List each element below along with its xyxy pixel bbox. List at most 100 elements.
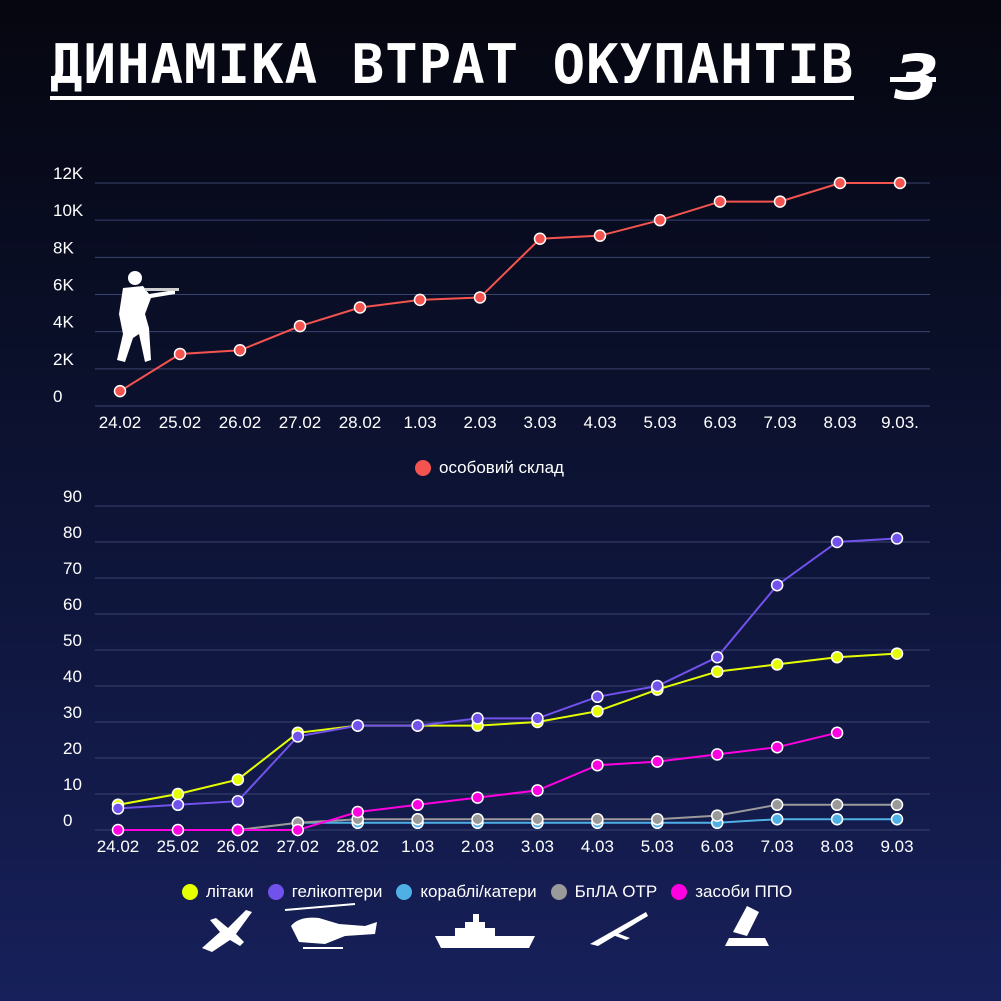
equipment-series-4-point <box>770 740 784 754</box>
personnel-x-tick-label: 28.02 <box>339 413 382 432</box>
legend-dot-air-defense <box>671 884 688 900</box>
equipment-x-tick-label: 2.03 <box>461 837 494 856</box>
equipment-series-3-line <box>237 803 897 831</box>
equipment-y-tick-label: 70 <box>63 559 82 578</box>
equipment-x-tick-label: 6.03 <box>701 837 734 856</box>
equipment-series-4-point <box>111 823 125 837</box>
personnel-x-tick-label: 5.03 <box>643 413 676 432</box>
personnel-x-tick-label: 7.03 <box>763 413 796 432</box>
equipment-series-1-point <box>591 690 604 704</box>
equipment-series-4-point <box>291 823 305 837</box>
equipment-series-1-point <box>231 794 245 808</box>
personnel-y-tick-label: 6K <box>53 276 74 295</box>
equipment-x-tick-label: 27.02 <box>276 837 319 856</box>
personnel-x-tick-label: 8.03 <box>823 413 856 432</box>
personnel-series-0-point <box>413 293 427 307</box>
legend-dot-helicopters <box>267 884 284 900</box>
legend-item-uav: БпЛА ОТР <box>550 882 658 902</box>
uav-icon <box>590 912 648 946</box>
legend-dot-uav <box>550 884 567 900</box>
equipment-series-3-point <box>411 812 424 826</box>
personnel-series-0-point <box>893 176 907 190</box>
equipment-y-tick-label: 60 <box>63 595 82 614</box>
personnel-series-0-point <box>833 176 847 190</box>
legend-item-planes: літаки <box>182 882 254 902</box>
personnel-y-tick-label: 8K <box>53 238 74 257</box>
equipment-series-1-point <box>111 802 125 815</box>
equipment-series-0-point <box>830 650 844 664</box>
equipment-series-0-point <box>231 773 245 786</box>
equipment-y-tick-label: 20 <box>63 739 82 758</box>
legend-label-helicopters: гелікоптери <box>291 882 383 901</box>
equipment-series-3-point <box>471 812 484 826</box>
equipment-x-tick-label: 4.03 <box>581 837 614 856</box>
equipment-series-4-point <box>591 758 604 772</box>
personnel-y-tick-label: 4K <box>53 313 74 332</box>
equipment-series-0-line <box>117 652 898 806</box>
personnel-series-0-point <box>653 213 667 227</box>
equipment-icons <box>202 903 769 952</box>
equipment-series-4-point <box>411 798 424 812</box>
equipment-series-4-point <box>351 805 364 819</box>
personnel-series-0-point <box>713 195 727 208</box>
equipment-series-1-point <box>770 578 784 592</box>
equipment-series-0-point <box>770 658 784 671</box>
equipment-x-tick-label: 24.02 <box>97 837 140 856</box>
equipment-y-tick-label: 40 <box>63 667 82 686</box>
equipment-series-4-point <box>171 823 185 837</box>
equipment-series-2-point <box>770 812 784 826</box>
equipment-chart: 0 10 20 30 40 50 60 70 80 90 24.02 25.02 26.02 27.02 2… <box>63 487 930 856</box>
equipment-series-1-point <box>171 798 185 812</box>
personnel-legend: особовий склад <box>415 458 578 478</box>
personnel-series-0-point <box>533 232 547 245</box>
personnel-y-tick-label: 12K <box>53 164 84 183</box>
chart-title: ДИНАМІКА ВТРАТ ОКУПАНТІВ <box>50 38 855 100</box>
equipment-series-0-point <box>710 665 724 678</box>
equipment-series-0-point <box>591 704 604 718</box>
equipment-y-tick-label: 80 <box>63 523 82 542</box>
equipment-series-1-line <box>117 537 898 810</box>
personnel-series-0-point <box>173 347 187 361</box>
personnel-x-tick-label: 1.03 <box>403 413 436 432</box>
plane-icon <box>202 910 252 952</box>
helicopter-icon <box>284 903 377 949</box>
personnel-x-tick-label: 2.03 <box>463 413 496 432</box>
equipment-series-1-point <box>291 730 305 743</box>
equipment-series-3-point <box>770 798 784 812</box>
personnel-x-tick-label: 3.03 <box>523 413 556 432</box>
personnel-y-tick-label: 2K <box>53 350 74 369</box>
personnel-series-0-point <box>353 301 367 314</box>
equipment-series-1-point <box>531 712 544 725</box>
logo-icon: З <box>890 44 938 110</box>
equipment-series-4-point <box>651 755 664 768</box>
legend-label-personnel: особовий склад <box>439 458 564 477</box>
equipment-x-tick-label: 3.03 <box>521 837 554 856</box>
personnel-y-tick-label: 0 <box>53 387 62 406</box>
personnel-x-tick-label: 26.02 <box>219 413 262 432</box>
legend-label-planes: літаки <box>206 882 254 901</box>
personnel-y-tick-label: 10K <box>53 201 84 220</box>
equipment-y-tick-label: 10 <box>63 775 82 794</box>
personnel-series-0-point <box>233 344 247 357</box>
legend-item-helicopters: гелікоптери <box>267 882 383 902</box>
equipment-series-3-point <box>591 812 604 826</box>
legend-dot-planes <box>182 884 198 900</box>
personnel-chart: 0 2K 4K 6K 8K 10K 12K 24.02 25.02 26.02 27.02 28.02… <box>53 164 930 432</box>
equipment-x-tick-label: 7.03 <box>761 837 794 856</box>
air-defense-icon <box>725 906 769 946</box>
equipment-series-0-point <box>890 647 904 660</box>
equipment-series-1-point <box>710 650 724 664</box>
legend-dot-personnel <box>415 460 431 476</box>
personnel-x-tick-label: 9.03. <box>881 413 919 432</box>
equipment-series-3-point <box>830 798 844 812</box>
equipment-x-tick-label: 28.02 <box>336 837 379 856</box>
personnel-x-tick-label: 24.02 <box>99 413 142 432</box>
equipment-y-tick-label: 50 <box>63 631 82 650</box>
equipment-series-2-point <box>830 812 844 826</box>
equipment-series-0-point <box>171 787 185 801</box>
equipment-x-tick-label: 8.03 <box>821 837 854 856</box>
equipment-y-tick-label: 0 <box>63 811 72 830</box>
equipment-series-4-point <box>830 726 844 740</box>
legend-label-uav: БпЛА ОТР <box>574 882 658 901</box>
equipment-series-1-point <box>890 532 904 545</box>
